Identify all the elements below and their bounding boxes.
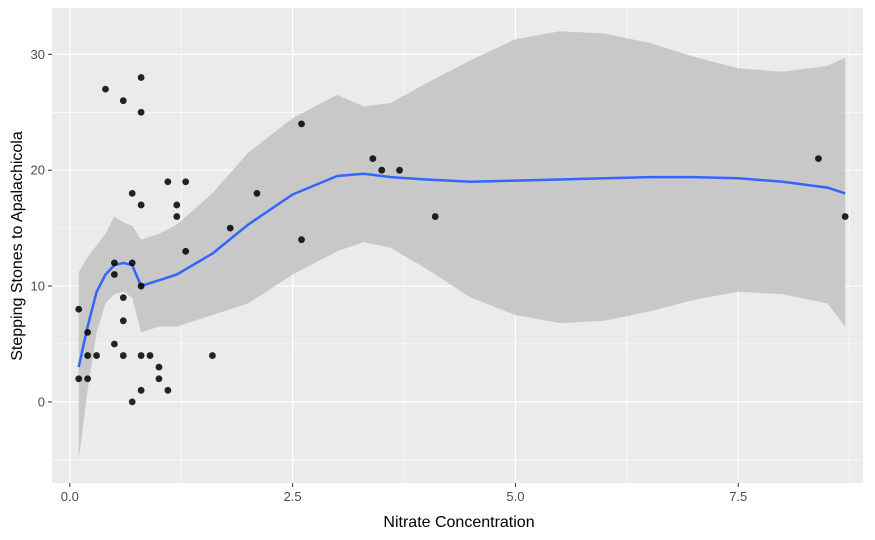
- y-axis-title: Stepping Stones to Apalachicola: [9, 131, 26, 361]
- data-point: [137, 74, 145, 81]
- x-axis-title: Nitrate Concentration: [383, 514, 534, 531]
- data-point: [75, 375, 83, 383]
- data-point: [841, 213, 849, 220]
- y-tick-label: 10: [31, 279, 45, 294]
- data-point: [155, 363, 163, 371]
- data-point: [102, 85, 109, 93]
- data-point: [119, 352, 127, 359]
- data-point: [164, 178, 172, 186]
- data-point: [137, 282, 145, 290]
- data-point: [137, 352, 145, 359]
- data-point: [119, 317, 127, 325]
- data-points: [75, 74, 849, 406]
- data-point: [128, 259, 136, 267]
- y-tick-label: 0: [38, 394, 45, 409]
- data-point: [146, 352, 154, 359]
- data-point: [209, 352, 216, 359]
- data-point: [182, 247, 190, 255]
- x-tick-label: 5.0: [506, 489, 524, 504]
- data-point: [119, 294, 127, 302]
- data-point: [173, 201, 181, 209]
- data-point: [93, 352, 100, 359]
- data-point: [298, 120, 305, 128]
- y-axis-ticks: 0 10 20 30: [31, 47, 52, 409]
- data-point: [815, 155, 822, 163]
- data-point: [137, 386, 145, 394]
- data-point: [253, 189, 261, 197]
- x-tick-label: 2.5: [284, 489, 302, 504]
- confidence-ribbon: [78, 31, 846, 460]
- data-point: [431, 213, 439, 220]
- data-point: [182, 178, 190, 186]
- data-point: [119, 97, 127, 105]
- data-point: [137, 201, 145, 209]
- y-tick-label: 30: [31, 47, 45, 62]
- data-point: [137, 108, 145, 116]
- data-point: [298, 236, 305, 244]
- data-point: [84, 352, 92, 359]
- data-point: [110, 340, 118, 348]
- data-point: [75, 305, 83, 313]
- y-tick-label: 20: [31, 163, 45, 178]
- data-point: [369, 155, 377, 163]
- data-point: [110, 271, 118, 278]
- x-tick-label: 0.0: [61, 489, 79, 504]
- data-point: [226, 224, 234, 232]
- data-point: [110, 259, 118, 267]
- data-point: [84, 375, 92, 383]
- data-point: [128, 189, 136, 197]
- data-point: [173, 213, 181, 220]
- x-axis-ticks: 0.0 2.5 5.0 7.5: [61, 483, 747, 504]
- data-point: [84, 328, 92, 336]
- data-point: [128, 398, 136, 406]
- data-point: [164, 386, 172, 394]
- x-tick-label: 7.5: [729, 489, 747, 504]
- data-point: [155, 375, 163, 383]
- data-point: [378, 166, 386, 174]
- data-point: [396, 166, 403, 174]
